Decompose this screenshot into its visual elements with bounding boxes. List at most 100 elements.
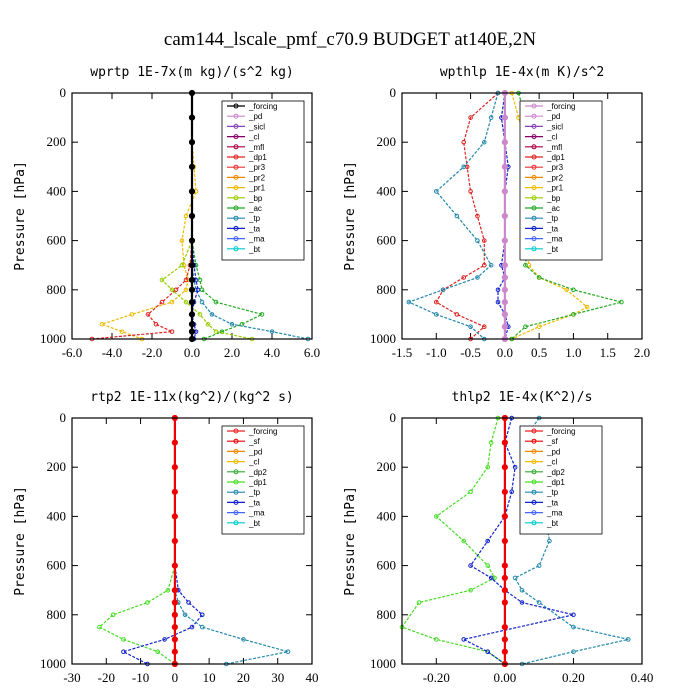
legend-marker (531, 123, 537, 129)
data-point (406, 299, 412, 305)
series-line-pr1 (100, 93, 197, 340)
y-tick-label: 800 (377, 282, 397, 297)
data-point (188, 262, 196, 269)
x-tick-label: 30 (271, 670, 284, 685)
data-point (195, 287, 201, 293)
legend-marker (531, 103, 537, 109)
y-tick-label: 400 (377, 183, 397, 198)
legend-marker (233, 195, 239, 201)
data-point (241, 637, 246, 642)
data-point (162, 637, 167, 642)
data-point (188, 114, 196, 121)
data-point (433, 514, 439, 519)
data-point (512, 464, 518, 470)
data-point (468, 189, 473, 194)
legend-label: _ma (546, 509, 563, 518)
legend-label: _dp1 (248, 153, 267, 162)
series-line-bp (161, 93, 253, 340)
data-point (501, 513, 508, 520)
data-point (205, 321, 211, 327)
data-point (171, 562, 178, 569)
chart-panel-3: rtp2 1E-11x(kg^2)/(kg^2 s) Pressure [hPa]… (13, 390, 319, 685)
plot-frame (401, 417, 643, 665)
legend-marker (531, 438, 537, 444)
legend-marker (233, 103, 239, 109)
data-point (501, 163, 508, 170)
data-point (171, 611, 178, 618)
data-point (199, 612, 205, 618)
data-point (501, 488, 508, 495)
x-tick-label: 0.0 (184, 345, 200, 360)
y-tick-label: 600 (47, 233, 67, 248)
data-point (110, 612, 116, 618)
data-point (468, 115, 473, 120)
series-line-dp1 (435, 92, 499, 340)
y-tick-label: 0 (390, 85, 397, 100)
legend-label: _bt (546, 245, 559, 254)
x-tick-label: 0.40 (631, 670, 654, 685)
legend-marker (531, 113, 537, 119)
legend-marker (531, 195, 537, 201)
legend-marker (531, 499, 537, 505)
data-point (501, 464, 508, 471)
data-point (181, 262, 187, 268)
legend-label: _pd (248, 112, 262, 121)
data-point (488, 262, 494, 268)
data-point (99, 321, 105, 327)
legend-label: _forcing (248, 102, 277, 111)
data-point (485, 464, 491, 470)
chart-panel-4: thlp2 1E-4x(K^2)/s Pressure [hPa] -0.20 0.0… (343, 390, 653, 685)
legend-label: _dp1 (546, 478, 565, 487)
legend-marker (233, 225, 239, 231)
x-tick-label: 2.0 (224, 345, 240, 360)
data-point (481, 324, 487, 330)
legend-label: _sf (248, 437, 260, 446)
y-tick-label: 800 (47, 607, 67, 622)
legend-marker (531, 154, 537, 160)
legend-label: _bp (546, 194, 561, 203)
data-point (171, 624, 178, 631)
data-point (495, 299, 501, 305)
x-tick-label: 1.0 (565, 345, 581, 360)
legend-label: _pr2 (248, 173, 266, 182)
legend-label: _bt (248, 245, 261, 254)
legend-marker (233, 469, 239, 475)
legend-marker (233, 438, 239, 444)
legend-marker (531, 174, 537, 180)
legend-label: _mfl (546, 143, 562, 152)
data-point (188, 237, 196, 244)
data-point (571, 649, 576, 655)
legend-label: _cl (248, 458, 259, 467)
panel-title: thlp2 1E-4x(K^2)/s (452, 390, 593, 405)
y-tick-label: 200 (47, 134, 67, 149)
legend-label: _ac (546, 204, 560, 213)
legend-box (221, 100, 305, 261)
x-tick-label: 10 (203, 670, 216, 685)
legend-label: _bt (248, 519, 261, 528)
legend-label: _sf (546, 437, 558, 446)
legend-marker (233, 174, 239, 180)
legend-label: _dp1 (248, 478, 267, 487)
data-point (182, 612, 188, 618)
legend-marker (233, 144, 239, 150)
data-point (186, 600, 191, 605)
y-tick-label: 200 (377, 459, 397, 474)
y-axis-label: Pressure [hPa] (343, 486, 358, 596)
legend-label: _pd (546, 112, 560, 121)
legend-label: _dp2 (248, 468, 267, 477)
x-tick-label: 6.0 (304, 345, 320, 360)
legend-label: _forcing (546, 102, 575, 111)
data-point (501, 648, 508, 655)
x-tick-label: 0.20 (562, 670, 585, 685)
data-point (485, 563, 491, 568)
data-point (145, 312, 151, 317)
data-point (189, 624, 195, 630)
data-point (159, 277, 165, 283)
y-axis-label: Pressure [hPa] (343, 161, 358, 271)
data-point (536, 324, 542, 330)
data-point (501, 323, 508, 330)
series-line-dp1 (91, 93, 193, 340)
chart-panel-1: wprtp 1E-7x(m kg)/(s^2 kg) Pressure [hPa]… (13, 65, 320, 360)
data-point (165, 587, 171, 593)
data-point (169, 329, 175, 334)
